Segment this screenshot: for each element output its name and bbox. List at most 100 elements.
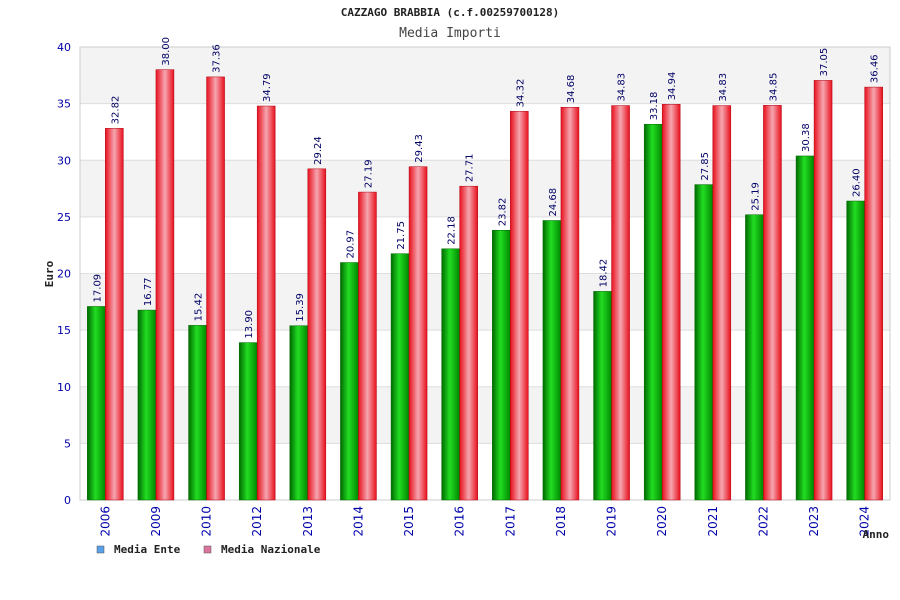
bar-media-ente	[846, 200, 865, 501]
x-tick-label: 2010	[200, 506, 214, 537]
y-tick-label: 5	[64, 437, 71, 450]
bar-media-nazionale	[712, 105, 732, 501]
x-tick-label: 2019	[605, 506, 619, 537]
bar-media-ente	[188, 325, 207, 501]
x-tick-label: 2017	[503, 506, 517, 537]
x-tick-label: 2016	[453, 506, 467, 537]
y-tick-label: 0	[64, 494, 71, 507]
bar-media-ente	[340, 262, 359, 501]
bar-media-nazionale	[358, 191, 377, 501]
data-label: 27.71	[465, 154, 476, 183]
y-tick-label: 20	[57, 268, 71, 281]
data-label: 29.24	[313, 136, 324, 165]
data-label: 26.40	[852, 168, 863, 197]
data-label: 33.18	[649, 92, 660, 121]
data-label: 17.09	[92, 274, 103, 303]
y-axis-ticks: 0 5 10 15 20 25 30 35 40	[57, 41, 71, 507]
bar-media-nazionale	[105, 128, 124, 501]
data-label: 24.68	[548, 188, 559, 217]
bar-media-nazionale	[408, 166, 428, 501]
bar-media-nazionale	[307, 168, 327, 501]
data-label: 37.05	[819, 48, 830, 77]
bars-group	[87, 69, 883, 501]
data-label: 34.68	[566, 75, 577, 104]
data-label: 37.36	[212, 44, 223, 73]
chart-subtitle: Media Importi	[399, 26, 501, 41]
bar-media-nazionale	[510, 111, 529, 501]
data-label: 32.82	[110, 96, 121, 125]
bar-media-ente	[795, 155, 815, 501]
data-label: 36.46	[870, 54, 881, 83]
bar-media-nazionale	[560, 106, 580, 501]
bar-media-ente	[745, 214, 764, 501]
data-label: 38.00	[161, 37, 172, 66]
data-label: 29.43	[414, 134, 425, 163]
bar-media-ente	[137, 309, 157, 501]
bar-media-ente	[289, 325, 309, 501]
legend: Media Ente Media Nazionale	[96, 543, 321, 556]
bar-media-nazionale	[459, 185, 478, 501]
data-label: 34.79	[262, 73, 273, 102]
data-label: 23.82	[497, 198, 508, 227]
x-tick-label: 2024	[858, 506, 872, 537]
data-label: 34.94	[667, 72, 678, 101]
x-axis-label: Anno	[863, 528, 890, 541]
data-label: 22.18	[447, 216, 458, 245]
x-tick-label: 2023	[807, 506, 821, 537]
legend-label-media-nazionale: Media Nazionale	[221, 543, 321, 556]
x-tick-label: 2014	[351, 506, 365, 537]
data-label: 13.90	[244, 310, 255, 339]
y-tick-label: 10	[57, 381, 71, 394]
x-axis-ticks: 2006 2009 2010 2012 2013 2014 2015 2016 2017 2018…	[98, 506, 871, 537]
data-label: 27.19	[363, 159, 374, 188]
bar-media-ente	[238, 342, 258, 501]
bar-media-ente	[643, 123, 663, 501]
plot-frame	[79, 46, 891, 501]
data-label: 20.97	[345, 230, 356, 259]
bar-media-ente	[542, 220, 562, 501]
bar-media-nazionale	[661, 104, 681, 501]
bar-media-ente	[390, 253, 410, 501]
bar-media-ente	[694, 184, 714, 501]
data-label: 15.42	[194, 293, 205, 322]
chart-title: CAZZAGO BRABBIA (c.f.00259700128)	[341, 6, 560, 19]
bar-media-nazionale	[256, 105, 276, 501]
bar-media-nazionale	[611, 105, 630, 501]
bar-media-nazionale	[763, 105, 782, 501]
data-labels: 17.09 32.82 16.77 38.00 15.42 37.36 13.90 34.79…	[92, 37, 880, 339]
bar-media-nazionale	[813, 80, 833, 501]
legend-swatch-media-ente	[96, 545, 105, 554]
bar-media-nazionale	[206, 76, 225, 501]
data-label: 34.32	[515, 79, 526, 108]
data-label: 16.77	[143, 277, 154, 306]
bar-media-ente	[441, 248, 460, 501]
x-tick-label: 2021	[706, 506, 720, 537]
x-tick-label: 2012	[250, 506, 264, 537]
bar-media-ente	[593, 291, 612, 501]
x-tick-label: 2006	[98, 506, 112, 537]
legend-swatch-media-nazionale	[203, 545, 212, 554]
data-label: 21.75	[396, 221, 407, 250]
bar-media-nazionale	[864, 86, 883, 501]
legend-label-media-ente: Media Ente	[114, 543, 181, 556]
bar-media-ente	[87, 306, 106, 501]
bar-media-ente	[492, 229, 511, 501]
data-label: 34.83	[718, 73, 729, 102]
y-tick-label: 40	[57, 41, 71, 54]
y-tick-label: 15	[57, 324, 71, 337]
y-tick-label: 25	[57, 211, 71, 224]
data-label: 15.39	[295, 293, 306, 322]
x-tick-label: 2018	[554, 506, 568, 537]
y-tick-label: 35	[57, 98, 71, 111]
data-label: 34.83	[617, 73, 628, 102]
x-tick-label: 2015	[402, 506, 416, 537]
x-tick-label: 2009	[149, 506, 163, 537]
data-label: 25.19	[750, 182, 761, 211]
x-tick-label: 2013	[301, 506, 315, 537]
y-tick-label: 30	[57, 154, 71, 167]
x-tick-label: 2022	[756, 506, 770, 537]
bar-media-nazionale	[155, 69, 175, 501]
x-tick-label: 2020	[655, 506, 669, 537]
y-axis-label: Euro	[43, 260, 56, 287]
